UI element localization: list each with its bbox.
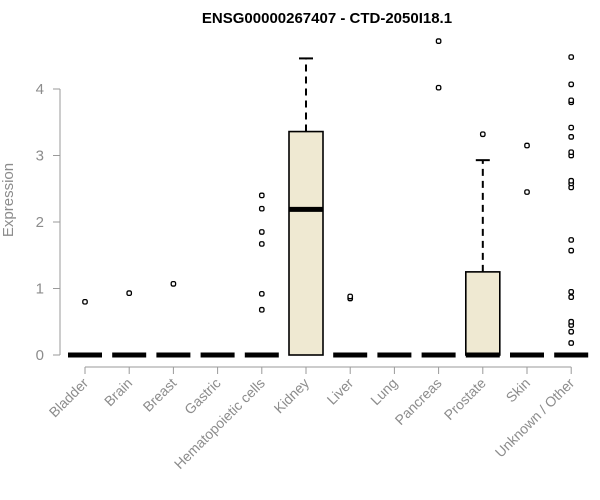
box-breast: [156, 280, 191, 358]
outlier-point: [170, 280, 177, 287]
outlier-point: [435, 84, 442, 91]
x-tick-label: Kidney: [271, 375, 313, 417]
outlier-point: [258, 192, 265, 199]
box-prostate: [464, 131, 501, 358]
outlier-point: [568, 81, 575, 88]
box-body: [464, 271, 501, 356]
y-axis-label: Expression: [0, 163, 17, 237]
outlier-point: [82, 298, 88, 305]
outlier-point: [347, 293, 354, 300]
x-tick-label: Skin: [503, 375, 534, 406]
outlier-point: [258, 306, 265, 313]
outlier-point: [568, 97, 575, 104]
box-hematopoietic-cells: [244, 192, 279, 358]
box-pancreas: [421, 38, 456, 358]
outlier-point: [568, 328, 575, 335]
outlier-point: [568, 288, 575, 295]
x-tick-label: Liver: [324, 375, 357, 408]
outlier-point: [524, 142, 530, 149]
outlier-point: [568, 247, 575, 254]
x-tick-label: Bladder: [46, 375, 92, 421]
outlier-point: [258, 290, 265, 297]
outlier-point: [568, 318, 575, 325]
outlier-point: [568, 237, 575, 243]
chart-title: ENSG00000267407 - CTD-2050I18.1: [202, 10, 452, 27]
box-kidney: [288, 57, 324, 356]
x-tick-label: Prostate: [441, 375, 489, 423]
box-liver: [333, 293, 368, 358]
x-tick-label: Pancreas: [392, 375, 445, 428]
x-tick-label: Lung: [367, 375, 400, 408]
outlier-point: [524, 189, 530, 195]
y-tick-label: 1: [36, 281, 44, 298]
x-tick-label: Gastric: [181, 375, 224, 418]
outlier-point: [258, 229, 265, 235]
outlier-point: [258, 205, 265, 212]
outlier-point: [435, 38, 442, 44]
box-skin: [510, 142, 544, 358]
box-unknown-other: [554, 54, 589, 358]
outlier-point: [568, 177, 575, 184]
outlier-point: [568, 54, 575, 60]
x-tick-label: Breast: [140, 375, 180, 415]
outlier-point: [568, 294, 575, 300]
outlier-point: [258, 241, 265, 247]
box-bladder: [68, 298, 102, 358]
y-axis: 0 1 2 3 4: [36, 81, 61, 364]
outlier-point: [568, 134, 575, 140]
y-tick-label: 4: [36, 81, 44, 98]
y-tick-label: 2: [36, 214, 44, 231]
y-tick-label: 3: [36, 148, 44, 165]
box-brain: [112, 290, 147, 358]
outlier-point: [479, 131, 486, 138]
y-tick-label: 0: [36, 347, 44, 364]
x-tick-label: Brain: [101, 375, 135, 409]
x-tick-label: Unknown / Other: [492, 375, 578, 461]
box-body: [288, 130, 324, 356]
outlier-point: [126, 290, 133, 297]
outlier-point: [568, 124, 575, 131]
boxes: [68, 38, 589, 358]
outlier-point: [568, 340, 575, 346]
outlier-point: [568, 149, 575, 156]
